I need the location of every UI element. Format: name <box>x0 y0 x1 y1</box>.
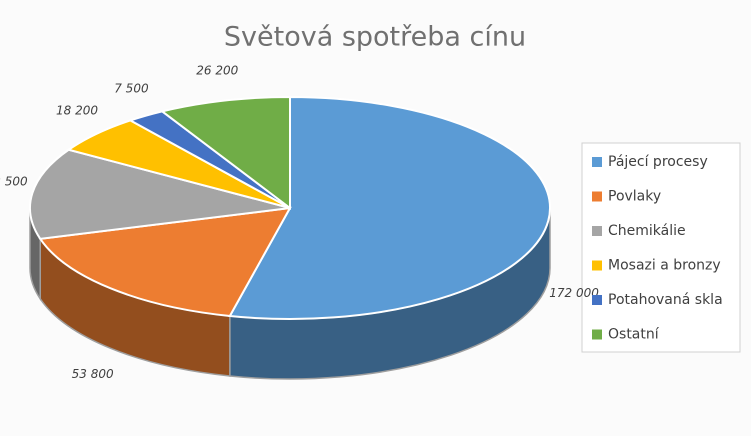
data-label: 18 200 <box>56 104 98 118</box>
legend-label: Chemikálie <box>608 223 686 239</box>
legend-label: Pájecí procesy <box>608 154 708 170</box>
slice <box>29 148 291 240</box>
data-label: 7 500 <box>114 82 149 96</box>
legend-label: Potahovaná skla <box>608 292 723 308</box>
legend-label: Povlaky <box>608 189 661 205</box>
slice <box>38 206 292 318</box>
data-label: 26 200 <box>196 64 238 78</box>
data-label: 42 500 <box>0 175 28 189</box>
legend-swatch <box>592 260 602 271</box>
data-label: 53 800 <box>72 367 114 381</box>
legend-label: Mosazi a bronzy <box>608 258 721 274</box>
legend-label: Ostatní <box>608 327 660 343</box>
legend-swatch <box>592 295 602 305</box>
legend-swatch <box>592 157 602 167</box>
legend-swatch <box>592 329 602 340</box>
chart-title: Světová spotřeba cínu <box>224 22 526 53</box>
slice <box>228 95 551 320</box>
legend-box <box>581 142 741 353</box>
legend-swatch <box>592 191 602 202</box>
slice <box>159 95 291 211</box>
data-label: 172 000 <box>549 286 599 300</box>
legend-swatch <box>592 226 602 236</box>
